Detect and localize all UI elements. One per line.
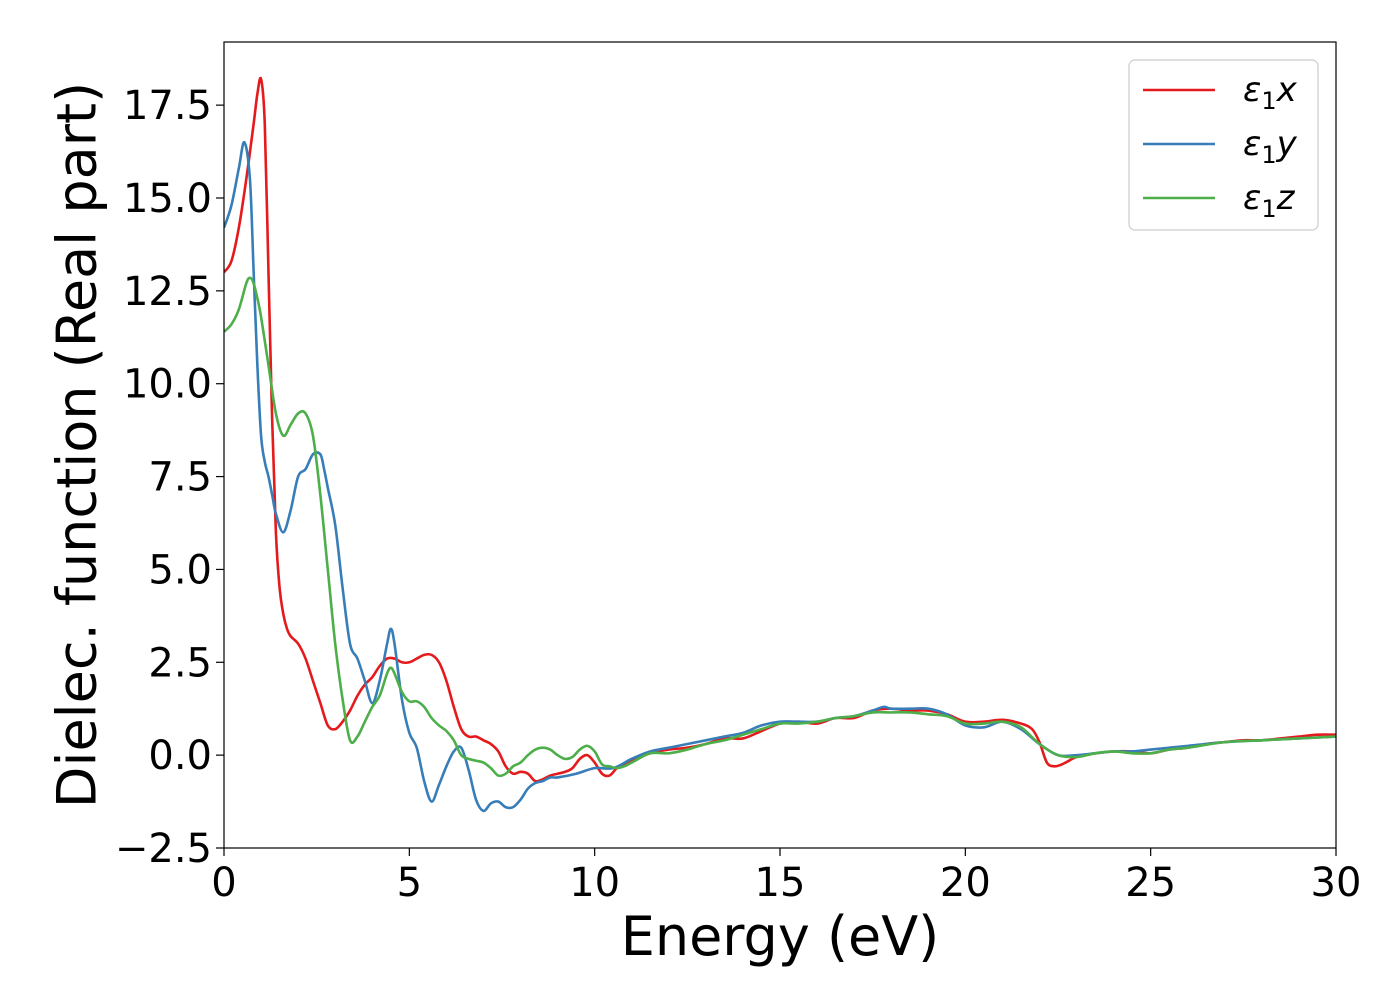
- x-tick-label: 25: [1125, 860, 1176, 906]
- series-line-z: [224, 276, 1336, 778]
- legend-label-y: ε1y: [1243, 124, 1298, 169]
- tick-layer: 0 5 10 15 20 25 30 −2.5 0.0 2.5 5.0 7.5 10.0 12.5 15.0…: [115, 83, 1362, 906]
- legend: ε1x ε1y ε1z: [1128, 59, 1319, 231]
- legend-label-x: ε1x: [1243, 70, 1298, 115]
- x-axis-label: Energy (eV): [621, 905, 940, 968]
- legend-label-z: ε1z: [1243, 178, 1296, 223]
- series-line-y: [224, 140, 1336, 813]
- x-tick-label: 15: [755, 860, 806, 906]
- x-tick-label: 10: [569, 860, 620, 906]
- y-tick-label: 7.5: [148, 455, 212, 501]
- legend-box: [1128, 59, 1319, 231]
- x-tick-label: 20: [940, 860, 991, 906]
- y-tick-label: −2.5: [115, 826, 212, 872]
- y-tick-label: 2.5: [148, 640, 212, 686]
- x-tick-label: 0: [211, 860, 236, 906]
- y-tick-label: 5.0: [148, 547, 212, 593]
- series-line-x: [224, 76, 1336, 783]
- x-tick-label: 5: [397, 860, 422, 906]
- y-tick-label: 10.0: [123, 362, 212, 408]
- y-axis-label: Dielec. function (Real part): [46, 82, 109, 808]
- y-tick-label: 0.0: [148, 733, 212, 779]
- x-tick-label: 30: [1311, 860, 1362, 906]
- y-tick-label: 15.0: [123, 176, 212, 222]
- y-tick-label: 17.5: [123, 83, 212, 129]
- y-tick-label: 12.5: [123, 269, 212, 315]
- series-layer: [224, 76, 1336, 813]
